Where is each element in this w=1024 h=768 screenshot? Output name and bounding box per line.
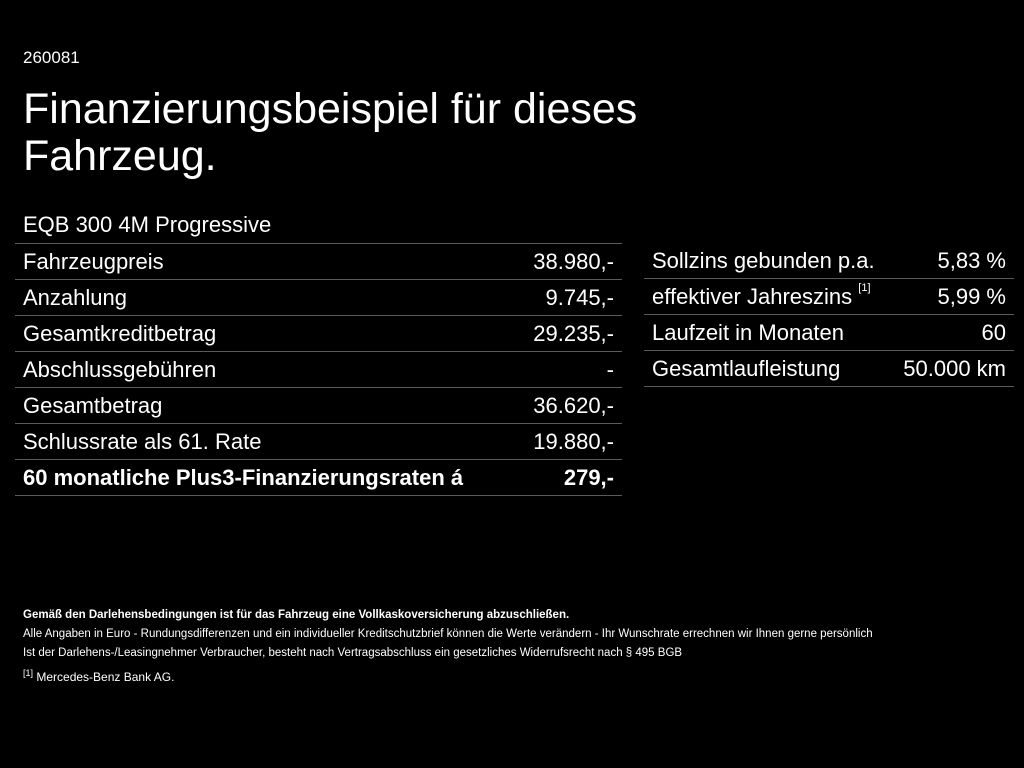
monthly-rate-row: 60 monatliche Plus3-Finanzierungsraten á… [15, 459, 622, 496]
row-label: Gesamtlaufleistung [644, 350, 894, 387]
row-value: 19.880,- [521, 423, 622, 460]
disclaimer-line: Alle Angaben in Euro - Rundungsdifferenz… [23, 628, 873, 640]
row-label: Fahrzeugpreis [15, 243, 522, 280]
footnote-text: Mercedes-Benz Bank AG. [36, 670, 175, 684]
page-title: Finanzierungsbeispiel für dieses Fahrzeu… [23, 85, 638, 180]
row-value: 60 [893, 314, 1014, 351]
row-label: Abschlussgebühren [15, 351, 522, 388]
row-label: Gesamtkreditbetrag [15, 315, 522, 352]
footnote-marker: [1] [23, 668, 34, 678]
row-value: 9.745,- [521, 279, 622, 316]
table-row: Laufzeit in Monaten 60 [644, 314, 1014, 351]
financing-table: Fahrzeugpreis 38.980,- Anzahlung 9.745,- G… [15, 243, 622, 496]
row-label: Gesamtbetrag [15, 387, 522, 424]
row-label: Laufzeit in Monaten [644, 314, 894, 351]
row-label: Schlussrate als 61. Rate [15, 423, 522, 460]
legal-notes: Gemäß den Darlehensbedingungen ist für d… [23, 606, 1003, 663]
row-label: Anzahlung [15, 279, 522, 316]
row-value: 279,- [521, 459, 622, 496]
table-row: Gesamtkreditbetrag 29.235,- [15, 315, 622, 352]
row-value: 5,83 % [893, 243, 1014, 279]
table-row: Gesamtlaufleistung 50.000 km [644, 350, 1014, 387]
table-row: Schlussrate als 61. Rate 19.880,- [15, 423, 622, 460]
table-row: Anzahlung 9.745,- [15, 279, 622, 316]
footnote: [1] Mercedes-Benz Bank AG. [23, 668, 175, 684]
row-label-cell: effektiver Jahreszins [1] [644, 278, 894, 315]
row-value: 50.000 km [893, 350, 1014, 387]
row-value: 5,99 % [893, 278, 1014, 315]
row-value: - [521, 351, 622, 388]
footnote-ref: [1] [858, 281, 871, 294]
row-value: 36.620,- [521, 387, 622, 424]
table-row: Sollzins gebunden p.a. 5,83 % [644, 243, 1014, 279]
table-row: effektiver Jahreszins [1] 5,99 % [644, 278, 1014, 315]
vehicle-model: EQB 300 4M Progressive [23, 212, 272, 237]
row-value: 38.980,- [521, 243, 622, 280]
insurance-note: Gemäß den Darlehensbedingungen ist für d… [23, 609, 570, 621]
row-label: 60 monatliche Plus3-Finanzierungsraten á [15, 459, 522, 496]
table-row: Abschlussgebühren - [15, 351, 622, 388]
withdrawal-note: Ist der Darlehens-/Leasingnehmer Verbrau… [23, 647, 683, 659]
row-value: 29.235,- [521, 315, 622, 352]
row-label: Sollzins gebunden p.a. [644, 243, 894, 279]
offer-code: 260081 [23, 48, 80, 67]
table-row: Gesamtbetrag 36.620,- [15, 387, 622, 424]
table-row: Fahrzeugpreis 38.980,- [15, 243, 622, 280]
row-label: effektiver Jahreszins [652, 283, 853, 309]
terms-table: Sollzins gebunden p.a. 5,83 % effektiver … [644, 243, 1014, 387]
